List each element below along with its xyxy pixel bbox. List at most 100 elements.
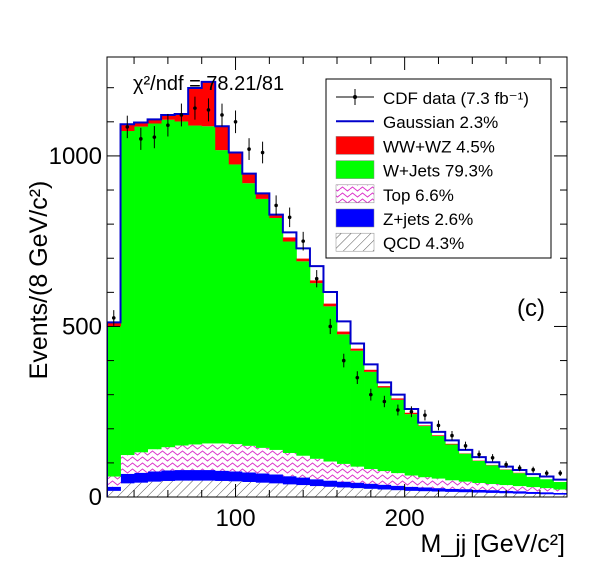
bar-1-19 [364, 483, 378, 489]
bar-1-13 [282, 476, 297, 485]
bar-1-27 [472, 489, 487, 493]
data-point-14 [301, 239, 305, 243]
data-point-30 [517, 466, 522, 470]
axis-ticks: 100 200 0 500 1000 [49, 57, 567, 532]
data-point-19 [369, 392, 373, 397]
bar-2-8 [215, 443, 230, 471]
bar-2-24 [431, 478, 446, 489]
bar-1-26 [458, 489, 473, 493]
data-point-24 [436, 423, 441, 428]
data-point-4 [166, 123, 170, 128]
bar-2-28 [485, 484, 500, 491]
bar-2-32 [539, 488, 554, 493]
bar-0-22 [404, 490, 419, 497]
bar-1-11 [255, 473, 270, 483]
bar-0-23 [418, 491, 433, 497]
data-point-12 [274, 203, 278, 208]
bar-0-31 [526, 493, 541, 497]
bar-2-11 [255, 447, 270, 474]
chi2-label: χ²/ndf = 78.21/81 [133, 73, 284, 95]
bar-2-12 [269, 449, 284, 475]
bar-1-5 [174, 470, 189, 481]
bar-0-1 [120, 483, 135, 497]
bar-3-10 [242, 183, 257, 446]
bar-0-20 [377, 489, 392, 497]
bar-0-6 [188, 480, 203, 497]
data-point-26 [463, 444, 468, 448]
bar-0-10 [242, 481, 257, 497]
bar-2-30 [512, 486, 527, 492]
gaussian-step-line [107, 80, 567, 497]
bar-0-26 [458, 492, 473, 497]
bar-0-30 [512, 493, 527, 497]
bar-0-2 [134, 482, 148, 497]
bar-3-19 [364, 371, 378, 470]
bar-0-12 [269, 483, 284, 497]
bar-2-19 [364, 469, 378, 484]
bar-4-16 [323, 303, 338, 307]
bar-0-3 [147, 481, 162, 497]
bar-3-22 [404, 414, 419, 476]
stacked-histogram [107, 81, 567, 497]
bar-1-3 [147, 471, 162, 482]
bar-3-1 [120, 131, 135, 456]
bar-4-3 [147, 119, 162, 124]
data-point-7 [206, 108, 211, 112]
bar-1-4 [161, 470, 176, 481]
bar-4-2 [134, 122, 148, 127]
data-point-1 [125, 125, 130, 129]
data-point-9 [233, 120, 238, 124]
bar-1-24 [431, 488, 446, 492]
bar-1-1 [120, 473, 135, 484]
bar-1-6 [188, 470, 203, 481]
bar-2-25 [445, 480, 460, 489]
bar-1-7 [201, 470, 216, 481]
y-tick-label-2: 1000 [49, 143, 102, 170]
gaussian-line [107, 80, 567, 497]
bar-2-20 [377, 471, 392, 485]
bar-2-5 [174, 445, 189, 471]
bar-0-7 [201, 480, 216, 497]
bar-2-15 [309, 458, 324, 480]
bar-2-31 [526, 487, 541, 492]
bar-1-14 [296, 477, 311, 486]
bar-0-27 [472, 492, 487, 497]
bar-0-5 [174, 480, 189, 497]
bar-4-20 [377, 386, 392, 388]
bar-1-9 [228, 471, 243, 482]
bar-3-2 [134, 126, 148, 453]
data-point-0 [111, 316, 116, 320]
bar-1-0 [107, 486, 121, 491]
bar-3-28 [485, 465, 500, 485]
bar-1-33 [553, 492, 567, 495]
bar-1-17 [337, 481, 351, 488]
bar-2-26 [458, 481, 473, 490]
legend-entry-2: WW+WZ 4.5% [383, 137, 495, 156]
bar-0-16 [323, 486, 338, 497]
bar-4-24 [431, 435, 446, 436]
bar-0-21 [391, 490, 406, 497]
bar-3-20 [377, 387, 392, 472]
bar-2-27 [472, 483, 487, 490]
data-points [111, 96, 563, 476]
data-point-13 [287, 215, 292, 220]
bar-1-20 [377, 484, 392, 490]
bar-2-7 [201, 443, 216, 471]
data-point-8 [220, 113, 224, 117]
bar-2-29 [499, 485, 514, 491]
bar-0-8 [215, 480, 230, 497]
data-point-23 [423, 413, 427, 417]
legend: CDF data (7.3 fb⁻¹) Gaussian 2.3% WW+WZ 4.… [325, 78, 552, 259]
bar-3-17 [337, 334, 351, 464]
bar-4-25 [445, 443, 460, 445]
bar-4-9 [228, 152, 243, 165]
panel-label: (c) [517, 295, 545, 322]
bar-0-11 [255, 482, 270, 497]
bar-4-19 [364, 369, 378, 372]
bar-3-15 [309, 283, 324, 459]
bar-3-3 [147, 123, 162, 450]
data-point-6 [193, 106, 197, 110]
bar-1-22 [404, 486, 419, 491]
x-tick-label-0: 100 [216, 505, 256, 532]
bar-1-18 [350, 482, 365, 489]
